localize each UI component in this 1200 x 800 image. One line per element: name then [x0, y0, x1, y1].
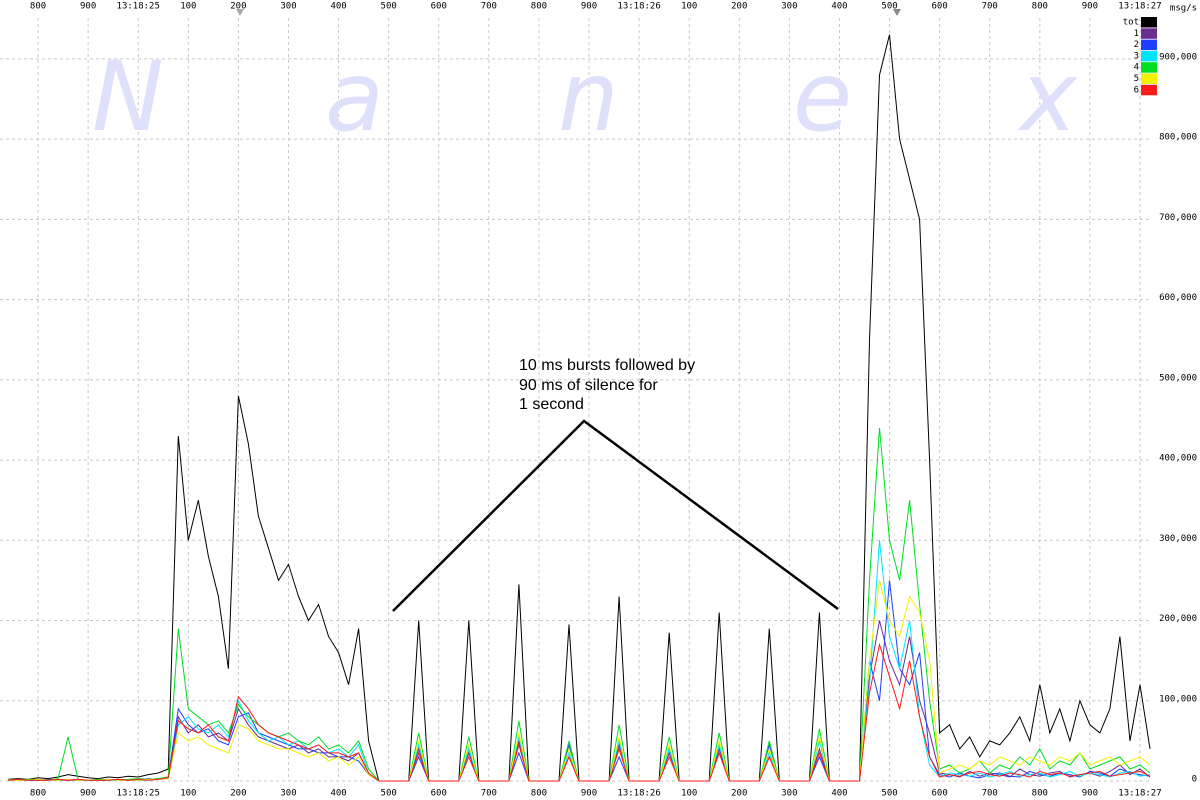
x-tick-label: 13:18:25: [117, 789, 160, 799]
x-tick-label: 900: [581, 2, 597, 12]
x-tick-label: 100: [681, 2, 697, 12]
legend-label: 4: [1134, 63, 1139, 73]
legend-label: 5: [1134, 74, 1139, 84]
y-tick-label: 600,000: [1159, 293, 1197, 303]
x-tick-label: 900: [1082, 789, 1098, 799]
annotation-text: 1 second: [519, 396, 584, 413]
x-tick-label: 13:18:26: [617, 2, 660, 12]
legend-swatch: [1141, 28, 1157, 39]
watermark: N a n e x: [92, 41, 1078, 153]
x-tick-label: 300: [280, 2, 296, 12]
x-tick-label: 800: [1032, 2, 1048, 12]
y-tick-label: 0: [1192, 775, 1197, 785]
x-tick-label: 800: [531, 2, 547, 12]
x-tick-label: 500: [381, 789, 397, 799]
series-line: [7, 580, 1151, 782]
x-tick-label: 900: [80, 789, 96, 799]
marker: [893, 9, 901, 16]
x-tick-label: 300: [280, 789, 296, 799]
legend-label: 3: [1134, 51, 1139, 61]
x-tick-label: 100: [180, 789, 196, 799]
x-tick-label: 700: [982, 789, 998, 799]
x-tick-label: 13:18:26: [617, 789, 660, 799]
legend-label: tot: [1123, 18, 1139, 28]
x-tick-label: 600: [931, 2, 947, 12]
legend-label: 6: [1134, 85, 1139, 95]
series-line: [7, 427, 1151, 782]
annotation-text: 10 ms bursts followed by: [519, 357, 695, 374]
annotation-bracket: [392, 419, 839, 612]
x-tick-label: 400: [330, 789, 346, 799]
x-tick-label: 700: [481, 789, 497, 799]
legend-label: 1: [1134, 29, 1139, 39]
watermark-letter: e: [793, 41, 852, 153]
legend-swatch: [1141, 62, 1157, 73]
series-line: [8, 580, 1151, 782]
x-tick-label: 800: [30, 2, 46, 12]
watermark-letter: a: [325, 41, 384, 153]
x-tick-label: 700: [982, 2, 998, 12]
annotation-text: 90 ms of silence for: [519, 377, 658, 394]
y-tick-label: 200,000: [1159, 614, 1197, 624]
x-tick-label: 500: [381, 2, 397, 12]
x-tick-label: 13:18:27: [1118, 2, 1161, 12]
x-tick-label: 300: [781, 2, 797, 12]
legend-swatch: [1141, 39, 1157, 51]
x-tick-label: 13:18:25: [117, 2, 160, 12]
x-tick-label: 13:18:27: [1118, 789, 1161, 799]
series-line: [7, 642, 1151, 782]
x-tick-label: 200: [731, 2, 747, 12]
legend-swatch: [1141, 73, 1157, 84]
x-tick-label: 600: [431, 789, 447, 799]
x-tick-label: 200: [230, 2, 246, 12]
legend-swatch: [1141, 17, 1157, 28]
y-tick-label: 800,000: [1159, 133, 1197, 143]
watermark-letter: n: [558, 41, 619, 153]
x-tick-label: 300: [781, 789, 797, 799]
x-tick-label: 400: [831, 2, 847, 12]
lines: [7, 34, 1151, 782]
x-tick-label: 200: [230, 789, 246, 799]
x-tick-label: 600: [431, 2, 447, 12]
annotation: 10 ms bursts followed by 90 ms of silenc…: [392, 357, 839, 612]
axes: 0 100,000 200,000 300,000 400,000 500,000 600,…: [30, 2, 1197, 799]
y-tick-label: 700,000: [1159, 213, 1197, 223]
y-tick-label: 500,000: [1159, 373, 1197, 383]
x-tick-label: 200: [731, 789, 747, 799]
legend-swatch: [1141, 50, 1157, 62]
x-tick-label: 600: [931, 789, 947, 799]
x-tick-label: 900: [581, 789, 597, 799]
grid: [0, 18, 1152, 782]
watermark-letter: x: [1017, 41, 1078, 153]
y-tick-label: 900,000: [1159, 52, 1197, 62]
x-tick-label: 800: [1032, 789, 1048, 799]
x-tick-label: 800: [531, 789, 547, 799]
x-tick-label: 100: [681, 789, 697, 799]
x-tick-label: 500: [881, 2, 897, 12]
x-tick-label: 900: [1082, 2, 1098, 12]
legend-label: 2: [1134, 40, 1139, 50]
y-axis-label: msg/s: [1170, 4, 1197, 14]
x-tick-label: 700: [481, 2, 497, 12]
y-tick-label: 300,000: [1159, 534, 1197, 544]
y-tick-label: 400,000: [1159, 454, 1197, 464]
x-tick-label: 900: [80, 2, 96, 12]
x-tick-label: 500: [881, 789, 897, 799]
x-tick-label: 400: [330, 2, 346, 12]
y-tick-label: 100,000: [1159, 694, 1197, 704]
marker: [236, 9, 244, 16]
legend-swatch: [1141, 84, 1157, 96]
x-tick-label: 400: [831, 789, 847, 799]
x-tick-label: 800: [30, 789, 46, 799]
watermark-letter: N: [92, 41, 164, 153]
x-tick-label: 100: [180, 2, 196, 12]
series-line: [8, 540, 1151, 782]
